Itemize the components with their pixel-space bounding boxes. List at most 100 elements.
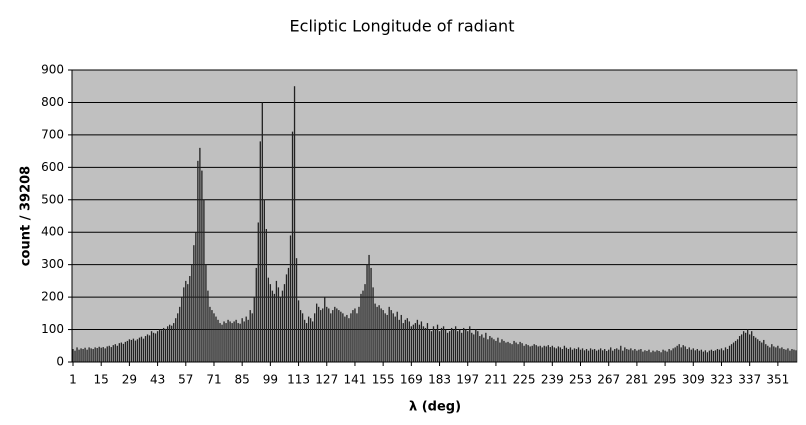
bar [730, 344, 733, 362]
bar [229, 321, 231, 362]
bar [487, 339, 489, 362]
bar [160, 330, 163, 362]
bar [483, 337, 485, 362]
bar [171, 325, 173, 362]
bar [289, 235, 292, 362]
bar [221, 324, 223, 362]
y-tick-label: 0 [56, 355, 64, 369]
bar [626, 349, 628, 362]
bar [199, 147, 201, 362]
bar [402, 323, 404, 362]
bar [386, 314, 388, 362]
bar [648, 349, 650, 362]
bar [644, 350, 646, 362]
bar [702, 351, 705, 362]
bar [591, 349, 594, 362]
bar [489, 336, 491, 362]
bar [231, 323, 233, 362]
bar [154, 333, 157, 362]
bar [469, 326, 471, 362]
bar [761, 342, 763, 362]
bar [390, 310, 392, 362]
bar [791, 349, 793, 362]
bar [406, 318, 408, 362]
bar [82, 349, 84, 362]
bar [297, 300, 300, 362]
bar [440, 327, 443, 362]
bar [571, 349, 574, 362]
bar [573, 348, 576, 362]
bar [88, 347, 90, 362]
bar [789, 350, 791, 362]
bar [177, 313, 179, 362]
bar [654, 351, 656, 362]
bar [255, 267, 257, 362]
bar [106, 346, 108, 362]
bar [181, 297, 183, 362]
bar [467, 331, 469, 362]
bar [140, 336, 143, 362]
bar [90, 348, 92, 362]
bar [207, 290, 209, 362]
bar [515, 342, 517, 362]
bar [569, 347, 572, 362]
bar [324, 297, 326, 362]
bar [634, 349, 636, 362]
bar [245, 316, 247, 362]
bar [348, 318, 350, 362]
bar [316, 303, 318, 362]
bar [301, 313, 304, 362]
bar [98, 346, 100, 362]
bar [287, 267, 290, 362]
bar [587, 350, 590, 362]
plot-area [71, 69, 798, 363]
bar [179, 306, 181, 362]
bar [759, 340, 761, 362]
bar [597, 349, 600, 362]
x-tick-label: 267 [597, 373, 620, 387]
bar [342, 313, 344, 362]
bar [448, 331, 451, 362]
bar [372, 287, 374, 362]
bar [92, 349, 94, 362]
y-tick-label: 500 [41, 192, 64, 206]
bar [279, 297, 282, 362]
bar [555, 348, 557, 362]
bar [785, 349, 787, 362]
bar [521, 343, 523, 362]
bar [650, 352, 652, 362]
bar [175, 318, 177, 362]
bar [461, 332, 463, 362]
bar [124, 341, 127, 362]
y-tick-label: 200 [41, 290, 64, 304]
bar [537, 346, 539, 362]
bar [225, 323, 227, 362]
bar [142, 338, 145, 362]
bar [410, 326, 412, 362]
bar [595, 350, 598, 362]
bar [527, 345, 529, 362]
bar [652, 350, 654, 362]
bar [507, 341, 509, 362]
bar [293, 86, 296, 362]
bar [688, 347, 690, 362]
bar [684, 346, 686, 362]
bar [666, 351, 668, 362]
bar [283, 284, 286, 362]
bar [744, 332, 747, 362]
bar [454, 326, 457, 362]
bar [336, 308, 338, 362]
bar [664, 350, 666, 362]
bar [235, 319, 237, 362]
bar [334, 306, 336, 362]
bar [211, 310, 213, 362]
bar [104, 348, 106, 362]
bar [271, 290, 274, 362]
bar [567, 349, 570, 362]
bar [354, 308, 356, 362]
bar [593, 349, 596, 362]
y-tick-label: 300 [41, 257, 64, 271]
bar [132, 338, 135, 362]
bar [452, 329, 455, 362]
